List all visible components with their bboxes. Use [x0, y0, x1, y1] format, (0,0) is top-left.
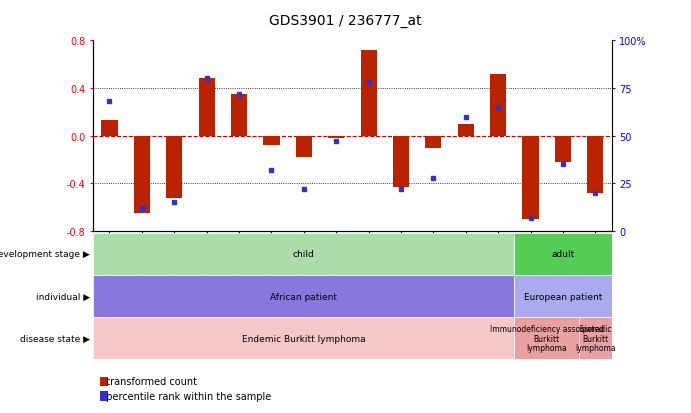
Bar	[514, 233, 612, 275]
Bar	[93, 233, 514, 275]
Bar	[198, 79, 215, 136]
Bar	[263, 136, 280, 146]
Text: GDS3901 / 236777_at: GDS3901 / 236777_at	[269, 14, 422, 28]
Text: Sporadic
Burkitt
lymphoma: Sporadic Burkitt lymphoma	[575, 324, 616, 352]
Bar	[490, 74, 507, 136]
Bar	[579, 317, 612, 359]
Text: individual ▶: individual ▶	[36, 292, 90, 301]
Text: child: child	[293, 250, 314, 259]
Bar	[134, 136, 150, 214]
Bar	[587, 136, 603, 193]
Text: Immunodeficiency associated
Burkitt
lymphoma: Immunodeficiency associated Burkitt lymp…	[490, 324, 604, 352]
Bar	[425, 136, 442, 148]
Bar	[393, 136, 409, 188]
Text: adult: adult	[551, 250, 575, 259]
Bar	[166, 136, 182, 198]
Bar	[231, 95, 247, 136]
Text: African patient: African patient	[270, 292, 337, 301]
Bar	[514, 317, 579, 359]
Bar	[361, 51, 377, 136]
Text: percentile rank within the sample: percentile rank within the sample	[100, 391, 272, 401]
Text: transformed count: transformed count	[100, 376, 197, 386]
Bar	[93, 275, 514, 317]
Bar	[457, 124, 474, 136]
Bar	[328, 136, 344, 139]
Text: Endemic Burkitt lymphoma: Endemic Burkitt lymphoma	[242, 334, 366, 343]
Text: development stage ▶: development stage ▶	[0, 250, 90, 259]
Bar	[102, 121, 117, 136]
Text: disease state ▶: disease state ▶	[20, 334, 90, 343]
Bar	[522, 136, 539, 219]
Text: European patient: European patient	[524, 292, 602, 301]
Bar	[555, 136, 571, 162]
Bar	[93, 317, 514, 359]
Bar	[514, 275, 612, 317]
Bar	[296, 136, 312, 158]
